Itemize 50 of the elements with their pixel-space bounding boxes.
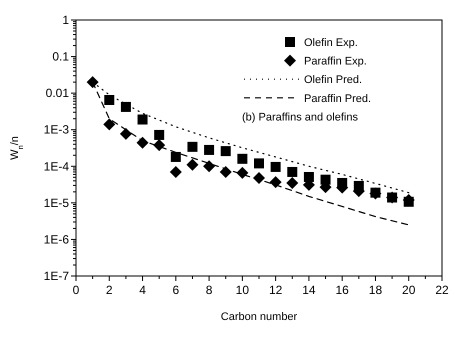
point (186, 158, 198, 171)
point (170, 166, 182, 178)
y-tick-label: 1E-4 (44, 159, 70, 174)
point (254, 158, 264, 168)
legend-label: Olefin Pred. (304, 74, 362, 86)
point (204, 144, 214, 155)
y-tick-label: 1E-7 (44, 269, 70, 283)
point (286, 176, 298, 189)
point (220, 146, 231, 156)
point (154, 130, 164, 140)
point (136, 136, 149, 149)
x-tick-label: 4 (139, 283, 146, 297)
x-tick-label: 18 (368, 283, 382, 297)
annotation: (b) Paraffins and olefins (242, 111, 358, 124)
point (270, 176, 282, 188)
point (237, 154, 248, 164)
legend-label: Paraffin Exp. (304, 56, 367, 68)
x-axis-title: Carbon number (220, 311, 298, 323)
point (287, 166, 298, 177)
point (220, 166, 232, 178)
y-tick-label: 1E-5 (44, 196, 70, 210)
x-tick-label: 10 (236, 283, 250, 297)
legend-label: Paraffin Pred. (304, 92, 372, 105)
point (187, 142, 198, 152)
point (104, 94, 114, 105)
y-tick-label: 1E-3 (44, 122, 70, 137)
x-tick-label: 22 (435, 283, 449, 297)
point (170, 152, 181, 162)
point (120, 128, 132, 140)
x-tick-label: 20 (402, 283, 416, 297)
legend-label: Olefin Exp. (304, 37, 358, 49)
x-tick-label: 6 (172, 283, 180, 297)
point (153, 139, 166, 152)
y-tick-label: 0.01 (46, 86, 70, 100)
x-tick-label: 2 (106, 283, 113, 297)
y-tick-label: 1 (62, 13, 70, 27)
point (203, 160, 216, 172)
point (236, 166, 248, 179)
y-tick-label: 1E-6 (44, 232, 70, 246)
point (270, 162, 281, 172)
point (86, 76, 99, 88)
x-tick-label: 0 (72, 283, 80, 297)
point (138, 114, 148, 125)
point (103, 118, 116, 130)
x-tick-label: 16 (336, 283, 350, 297)
x-tick-label: 12 (268, 283, 283, 297)
x-tick-label: 8 (206, 283, 213, 297)
x-tick-label: 14 (302, 283, 316, 297)
y-tick-label: 0.1 (52, 50, 70, 64)
point (120, 102, 131, 112)
